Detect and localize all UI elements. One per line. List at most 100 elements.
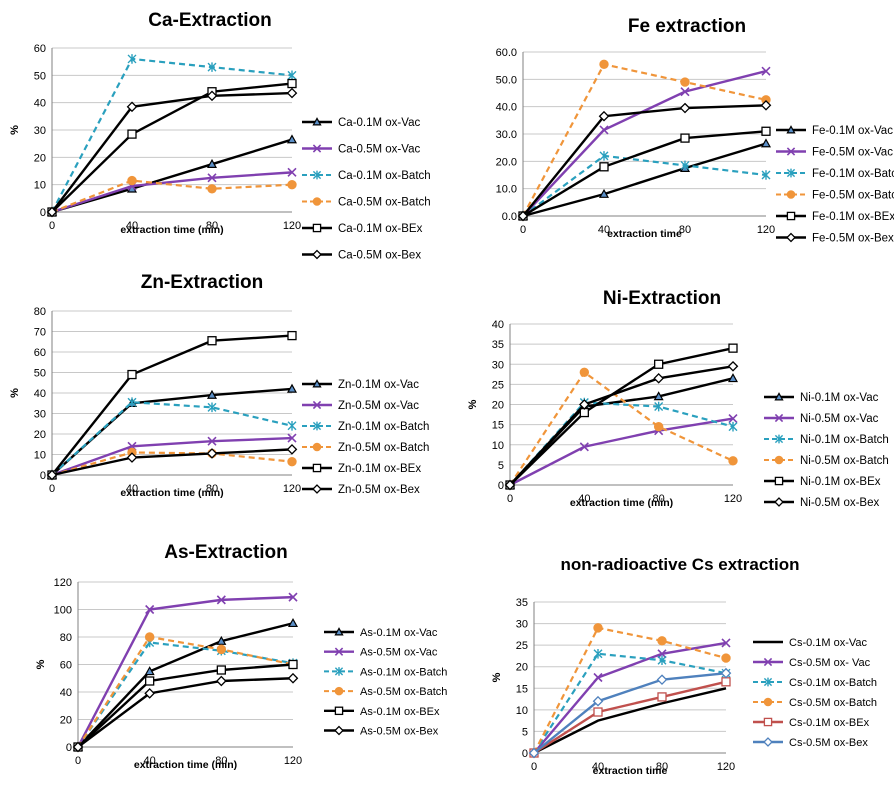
- legend-label: Zn-0.5M ox-Batch: [338, 442, 429, 454]
- chart-panel: Ca-Extraction 0 10 20 30 40 50 60 0 40 80 120 extrac…: [9, 10, 431, 262]
- y-tick-label: 25: [492, 379, 504, 391]
- y-tick-label: 30: [34, 409, 46, 421]
- data-point: [599, 59, 609, 70]
- x-axis-label: extraction time: [593, 765, 668, 777]
- legend-marker: [774, 476, 784, 486]
- y-tick-label: 0: [40, 470, 46, 482]
- y-tick-label: 50: [34, 70, 46, 82]
- y-tick-label: 40: [34, 98, 46, 110]
- legend-marker: [312, 463, 322, 473]
- data-point: [599, 125, 609, 135]
- y-tick-label: 15: [492, 420, 504, 432]
- legend-marker: [312, 249, 322, 260]
- data-point: [287, 167, 297, 177]
- chart-panel: As-Extraction 0 20 40 60 80 100 120 0 40 80 120 extr…: [35, 542, 447, 771]
- data-point: [728, 421, 738, 432]
- x-tick-label: 80: [656, 761, 668, 773]
- data-point: [680, 77, 690, 87]
- series-line: [77, 677, 294, 748]
- y-tick-label: 50: [34, 368, 46, 380]
- data-point: [657, 636, 667, 646]
- data-point: [287, 433, 297, 443]
- data-point: [207, 173, 217, 183]
- series-line: [51, 91, 293, 213]
- data-point: [761, 66, 771, 76]
- y-tick-label: 30: [516, 619, 528, 631]
- legend-label: As-0.1M ox-Vac: [360, 627, 438, 639]
- series-line: [51, 451, 293, 477]
- series-line: [51, 82, 293, 213]
- legend-marker: [312, 144, 322, 153]
- data-point: [288, 659, 298, 670]
- data-point: [206, 158, 218, 168]
- series-line: [522, 69, 767, 217]
- data-point: [721, 653, 731, 663]
- series-line: [77, 663, 294, 748]
- y-tick-label: 80: [34, 306, 46, 318]
- y-tick-label: 100: [54, 605, 72, 617]
- data-point: [517, 210, 529, 222]
- data-point: [287, 179, 297, 190]
- data-point: [728, 343, 738, 353]
- y-axis-label: %: [35, 659, 47, 669]
- legend-label: Fe-0.1M ox-BEx: [812, 211, 894, 223]
- data-point: [207, 184, 217, 194]
- x-axis-label: extraction time (min): [134, 759, 237, 771]
- y-tick-label: 60: [60, 660, 72, 672]
- y-tick-label: 120: [54, 577, 72, 589]
- data-point: [46, 469, 58, 481]
- data-point: [206, 448, 218, 459]
- data-point: [657, 649, 667, 659]
- x-tick-label: 120: [724, 493, 742, 505]
- legend-marker: [774, 413, 784, 423]
- y-tick-label: 50.0: [496, 74, 517, 86]
- x-tick-label: 120: [717, 761, 735, 773]
- series-line: [77, 635, 294, 748]
- legend-label: Fe-0.1M ox-Batch: [812, 168, 894, 180]
- data-point: [721, 677, 731, 687]
- data-point: [721, 638, 731, 648]
- series-line: [509, 370, 734, 486]
- x-tick-label: 40: [126, 483, 138, 495]
- legend-label: As-0.5M ox-Vac: [360, 647, 438, 659]
- data-point: [207, 436, 217, 446]
- data-point: [599, 151, 609, 161]
- x-tick-label: 0: [507, 493, 513, 505]
- y-axis-label: %: [9, 388, 21, 398]
- legend-marker: [334, 725, 344, 736]
- legend-label: As-0.5M ox-Batch: [360, 686, 447, 698]
- data-point: [654, 359, 664, 369]
- x-tick-label: 120: [283, 220, 301, 232]
- data-point: [761, 170, 771, 180]
- data-point: [127, 369, 137, 380]
- data-point: [72, 741, 84, 753]
- legend-label: Ca-0.1M ox-Vac: [338, 117, 420, 129]
- series-line: [51, 448, 293, 477]
- data-point: [504, 479, 516, 491]
- legend-label: Ca-0.1M ox-Batch: [338, 170, 431, 182]
- x-tick-label: 80: [206, 483, 218, 495]
- legend-marker: [774, 497, 784, 507]
- legend-label: Ni-0.5M ox-Batch: [800, 455, 889, 467]
- data-point: [287, 330, 297, 341]
- y-tick-label: 25: [516, 640, 528, 652]
- legend-label: Ca-0.5M ox-Batch: [338, 197, 431, 209]
- data-point: [727, 373, 739, 383]
- series-line: [522, 104, 767, 217]
- chart-title: Zn-Extraction: [141, 272, 263, 293]
- data-point: [593, 648, 603, 659]
- x-tick-label: 40: [598, 224, 610, 236]
- data-point: [207, 402, 217, 413]
- legend-label: Cs-0.1M ox-BEx: [789, 717, 870, 729]
- legend-label: Fe-0.5M ox-Vac: [812, 147, 893, 159]
- y-tick-label: 10: [34, 450, 46, 462]
- data-point: [207, 62, 217, 72]
- series-line: [51, 171, 293, 214]
- legend-marker: [312, 170, 322, 180]
- x-tick-label: 40: [578, 493, 590, 505]
- data-point: [286, 444, 298, 455]
- x-tick-label: 120: [757, 224, 775, 236]
- data-point: [760, 138, 772, 148]
- series-line: [77, 622, 294, 748]
